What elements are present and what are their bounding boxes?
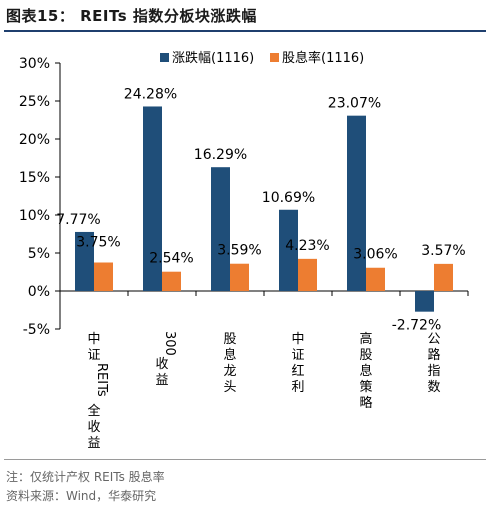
- y-tick-label: 5%: [28, 246, 50, 262]
- title-underline: [4, 30, 486, 32]
- legend-label: 涨跌幅(1116): [172, 50, 254, 66]
- bar-dividend: [230, 263, 249, 291]
- x-tick-label-part: 息: [223, 347, 236, 363]
- footnote: 注：仅统计产权 REITs 股息率: [6, 470, 165, 484]
- data-label: 2.54%: [149, 251, 193, 267]
- legend-swatch-change: [160, 53, 169, 62]
- y-tick-label: 10%: [19, 208, 50, 224]
- y-tick-label: 0%: [28, 284, 50, 300]
- legend-swatch-dividend: [270, 53, 279, 62]
- x-tick-label-part: 收: [155, 357, 168, 372]
- x-tick-label-part: 红: [291, 363, 304, 379]
- x-tick-label-part: 数: [427, 380, 440, 395]
- data-label: 3.06%: [353, 247, 397, 263]
- bar-chart: -5%0%5%10%15%20%25%30%7.77%3.75%中证REITs全…: [19, 50, 469, 451]
- y-tick-label: 25%: [19, 94, 50, 110]
- bar-change: [279, 209, 298, 291]
- y-tick-label: -5%: [23, 322, 50, 338]
- data-label: 24.28%: [124, 86, 177, 102]
- bar-change: [347, 115, 366, 291]
- x-tick-label-part: 息: [359, 363, 372, 379]
- bar-change: [75, 231, 94, 291]
- data-label: 3.57%: [421, 243, 465, 259]
- chart-title-bar: 图表15： REITs 指数分板块涨跌幅: [4, 2, 486, 32]
- data-label: 4.23%: [285, 238, 329, 254]
- x-tick-label-part: 中: [87, 332, 100, 347]
- bar-change: [415, 291, 434, 312]
- x-tick-label-part: 略: [359, 395, 372, 411]
- x-tick-label-part: 策: [359, 379, 372, 395]
- bar-change: [211, 167, 230, 291]
- x-tick-label-part: 指: [427, 364, 440, 379]
- data-label: 7.77%: [56, 212, 100, 228]
- x-tick-label-part: 龙: [223, 364, 236, 379]
- data-label: 16.29%: [194, 147, 247, 163]
- data-label: 3.75%: [76, 235, 120, 251]
- x-tick-label-part: 证: [87, 348, 100, 363]
- x-tick-label-part: REITs: [94, 363, 109, 397]
- data-label: -2.72%: [392, 318, 442, 334]
- y-tick-label: 15%: [19, 170, 50, 186]
- bar-dividend: [162, 271, 181, 291]
- x-tick-label-part: 全: [87, 403, 100, 419]
- x-tick-label-part: 路: [427, 347, 440, 363]
- legend-label: 股息率(1116): [282, 50, 364, 66]
- x-tick-label-part: 股: [359, 348, 372, 363]
- y-tick-label: 20%: [19, 132, 50, 148]
- data-label: 23.07%: [328, 96, 381, 112]
- footer-divider: [4, 459, 486, 460]
- data-label: 3.59%: [217, 243, 261, 259]
- x-tick-label-part: 证: [291, 348, 304, 363]
- bar-dividend: [298, 258, 317, 291]
- chart-area: -5% 0% 5% 10% 15% 20% 25% 30% 7.77% 3.75% 中证 REITs 全…: [0, 32, 490, 457]
- x-tick-label-part: 利: [291, 380, 304, 395]
- bar-dividend: [94, 262, 113, 291]
- x-tick-label-part: 益: [87, 436, 100, 451]
- x-tick-label-part: 收: [87, 420, 100, 435]
- source-note: 资料来源：Wind，华泰研究: [6, 489, 157, 503]
- x-tick-label-part: 头: [223, 380, 236, 395]
- x-tick-label-part: 股: [223, 332, 236, 347]
- x-tick-label-part: 公: [427, 332, 440, 347]
- bar-dividend: [434, 263, 453, 291]
- bar-dividend: [366, 267, 385, 291]
- x-tick-label-part: 高: [359, 331, 372, 347]
- x-tick-label-part: 中: [291, 332, 304, 347]
- x-tick-label-part: 益: [155, 373, 168, 388]
- chart-title: 图表15： REITs 指数分板块涨跌幅: [6, 7, 257, 25]
- data-label: 10.69%: [262, 190, 315, 206]
- y-tick-label: 30%: [19, 56, 50, 72]
- x-tick-label-part: 300: [162, 331, 177, 356]
- bar-change: [143, 106, 162, 291]
